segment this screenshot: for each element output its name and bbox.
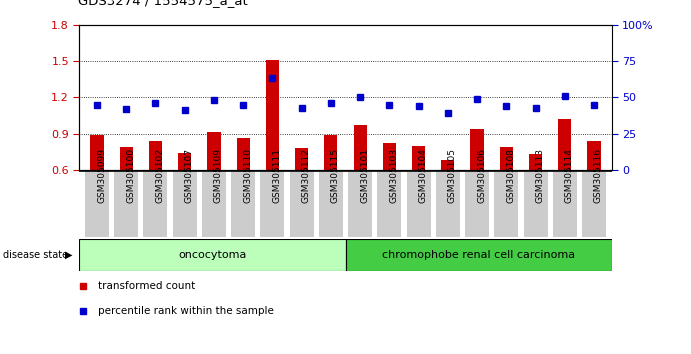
Text: GSM305107: GSM305107 xyxy=(184,148,193,203)
Text: GSM305105: GSM305105 xyxy=(448,148,457,203)
Bar xyxy=(178,153,191,170)
Bar xyxy=(324,135,337,170)
FancyBboxPatch shape xyxy=(79,239,346,271)
FancyBboxPatch shape xyxy=(377,171,401,237)
FancyBboxPatch shape xyxy=(553,171,577,237)
Bar xyxy=(91,135,104,170)
Text: GSM305100: GSM305100 xyxy=(126,148,135,203)
Bar xyxy=(120,147,133,170)
Bar xyxy=(587,141,600,170)
Bar xyxy=(558,119,571,170)
Text: GSM305099: GSM305099 xyxy=(97,148,106,203)
Bar xyxy=(236,138,249,170)
FancyBboxPatch shape xyxy=(261,171,285,237)
Text: ▶: ▶ xyxy=(65,250,73,260)
Bar xyxy=(149,141,162,170)
Text: GSM305114: GSM305114 xyxy=(565,148,574,203)
Text: GSM305109: GSM305109 xyxy=(214,148,223,203)
FancyBboxPatch shape xyxy=(85,171,109,237)
FancyBboxPatch shape xyxy=(524,171,547,237)
Text: GSM305104: GSM305104 xyxy=(419,148,428,203)
Text: transformed count: transformed count xyxy=(98,281,196,291)
FancyBboxPatch shape xyxy=(436,171,460,237)
FancyBboxPatch shape xyxy=(319,171,343,237)
FancyBboxPatch shape xyxy=(173,171,197,237)
Bar xyxy=(500,147,513,170)
FancyBboxPatch shape xyxy=(114,171,138,237)
Bar xyxy=(412,146,425,170)
FancyBboxPatch shape xyxy=(346,239,612,271)
Text: GSM305112: GSM305112 xyxy=(302,148,311,203)
Text: GSM305116: GSM305116 xyxy=(594,148,603,203)
Bar xyxy=(442,160,455,170)
FancyBboxPatch shape xyxy=(465,171,489,237)
Text: GSM305101: GSM305101 xyxy=(360,148,369,203)
Text: GSM305102: GSM305102 xyxy=(155,148,164,203)
Text: chromophobe renal cell carcinoma: chromophobe renal cell carcinoma xyxy=(382,250,575,260)
Text: GSM305108: GSM305108 xyxy=(507,148,515,203)
Bar xyxy=(207,132,220,170)
FancyBboxPatch shape xyxy=(231,171,255,237)
Bar xyxy=(471,129,484,170)
Bar xyxy=(383,143,396,170)
Text: GSM305103: GSM305103 xyxy=(389,148,398,203)
FancyBboxPatch shape xyxy=(144,171,167,237)
Text: percentile rank within the sample: percentile rank within the sample xyxy=(98,306,274,316)
Text: GSM305111: GSM305111 xyxy=(272,148,281,203)
Bar xyxy=(354,125,367,170)
FancyBboxPatch shape xyxy=(494,171,518,237)
Text: disease state: disease state xyxy=(3,250,68,260)
Bar xyxy=(295,148,308,170)
Text: GSM305113: GSM305113 xyxy=(536,148,545,203)
Text: GDS3274 / 1554575_a_at: GDS3274 / 1554575_a_at xyxy=(77,0,247,7)
Bar xyxy=(529,154,542,170)
FancyBboxPatch shape xyxy=(406,171,430,237)
FancyBboxPatch shape xyxy=(290,171,314,237)
FancyBboxPatch shape xyxy=(348,171,372,237)
FancyBboxPatch shape xyxy=(202,171,226,237)
Text: GSM305115: GSM305115 xyxy=(331,148,340,203)
Text: GSM305110: GSM305110 xyxy=(243,148,252,203)
Bar xyxy=(266,60,279,170)
Text: oncocytoma: oncocytoma xyxy=(178,250,247,260)
FancyBboxPatch shape xyxy=(582,171,606,237)
Text: GSM305106: GSM305106 xyxy=(477,148,486,203)
